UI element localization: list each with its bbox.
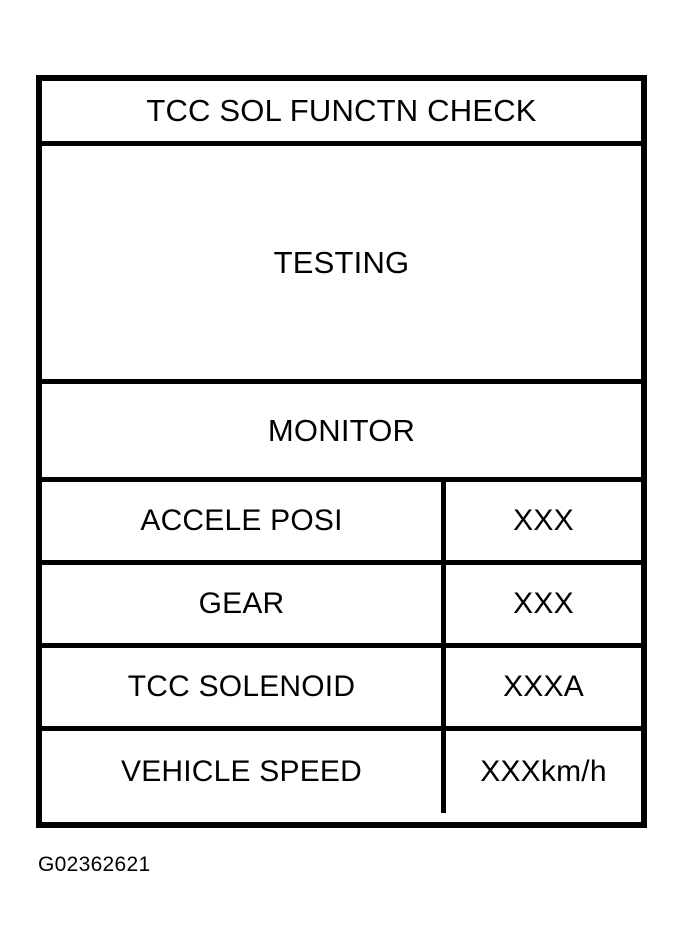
figure-caption: G02362621 <box>38 853 151 876</box>
parameter-value-cell: XXXkm/h <box>446 731 641 813</box>
parameter-value: XXXkm/h <box>480 755 607 788</box>
panel-status-text: TESTING <box>273 244 410 280</box>
parameter-label-cell: VEHICLE SPEED <box>42 731 446 813</box>
monitor-section-header: MONITOR <box>267 412 416 448</box>
parameter-value-cell: XXX <box>446 565 641 643</box>
monitor-parameter-list: ACCELE POSI XXX GEAR XXX TCC SOLENOID XX… <box>42 482 641 813</box>
table-row: ACCELE POSI XXX <box>42 482 641 565</box>
monitor-section-header-row: MONITOR <box>42 384 641 482</box>
parameter-label: VEHICLE SPEED <box>120 755 363 788</box>
parameter-label-cell: GEAR <box>42 565 446 643</box>
panel-status-row: TESTING <box>42 146 641 384</box>
parameter-label: GEAR <box>198 587 285 620</box>
parameter-label: ACCELE POSI <box>140 504 343 537</box>
parameter-value-cell: XXXA <box>446 648 641 726</box>
table-row: TCC SOLENOID XXXA <box>42 648 641 731</box>
panel-title-row: TCC SOL FUNCTN CHECK <box>42 81 641 146</box>
panel-title: TCC SOL FUNCTN CHECK <box>146 93 537 128</box>
parameter-value-cell: XXX <box>446 482 641 560</box>
parameter-value: XXX <box>513 587 574 620</box>
scan-tool-display-panel: TCC SOL FUNCTN CHECK TESTING MONITOR ACC… <box>36 75 647 828</box>
table-row: VEHICLE SPEED XXXkm/h <box>42 731 641 813</box>
table-row: GEAR XXX <box>42 565 641 648</box>
parameter-label-cell: TCC SOLENOID <box>42 648 446 726</box>
parameter-label-cell: ACCELE POSI <box>42 482 446 560</box>
parameter-label: TCC SOLENOID <box>127 670 356 703</box>
parameter-value: XXX <box>513 504 574 537</box>
parameter-value: XXXA <box>503 670 584 703</box>
